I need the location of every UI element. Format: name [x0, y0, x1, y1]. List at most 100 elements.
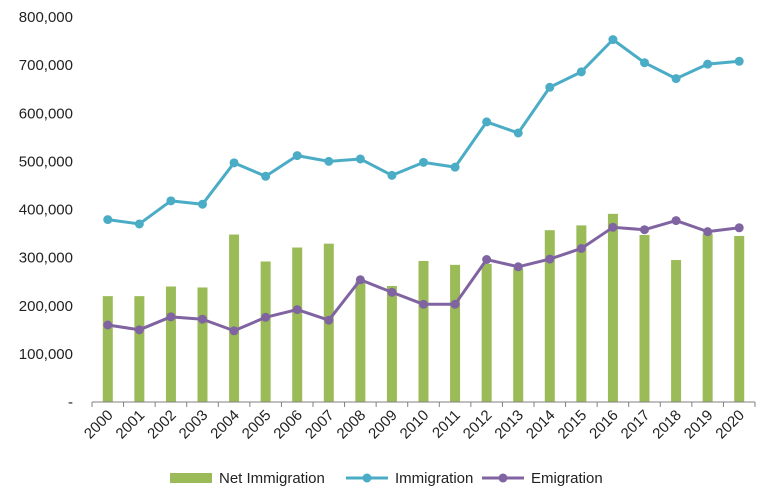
point-immigration-2006: [292, 151, 302, 161]
bar-net-immigration-2003: [197, 287, 208, 402]
point-emigration-2014: [545, 254, 555, 264]
y-tick-label: 200,000: [19, 298, 73, 315]
legend-label-net-immigration: Net Immigration: [219, 470, 325, 487]
bar-net-immigration-2016: [607, 213, 618, 402]
x-tick-label: 2007: [302, 407, 338, 443]
point-immigration-2009: [387, 170, 397, 180]
point-emigration-2020: [734, 223, 744, 233]
x-tick-label: 2002: [144, 407, 180, 443]
legend-swatch-net-immigration: [170, 473, 212, 483]
x-tick-label: 2016: [586, 407, 622, 443]
bar-net-immigration-2009: [386, 286, 397, 402]
x-tick-label: 2004: [207, 407, 243, 443]
bar-net-immigration-2006: [292, 247, 303, 402]
point-emigration-2017: [640, 225, 649, 235]
bar-net-immigration-2001: [134, 296, 145, 402]
point-immigration-2013: [513, 128, 523, 138]
legend: Net Immigration Immigration Emigration: [170, 470, 603, 487]
bar-net-immigration-2005: [260, 261, 271, 402]
point-emigration-2009: [387, 287, 397, 297]
point-immigration-2004: [229, 158, 239, 168]
point-immigration-2002: [166, 196, 176, 206]
x-tick-label: 2020: [712, 407, 748, 443]
point-immigration-2003: [198, 199, 207, 209]
point-immigration-2005: [261, 171, 271, 181]
y-tick-label: -: [68, 394, 73, 411]
point-emigration-2005: [261, 312, 271, 322]
x-tick-label: 2006: [270, 407, 306, 443]
x-tick-label: 2003: [176, 407, 212, 443]
point-immigration-2011: [450, 162, 460, 172]
x-tick-label: 2000: [81, 407, 117, 443]
bar-net-immigration-2013: [513, 268, 524, 402]
point-immigration-2019: [703, 59, 713, 69]
point-emigration-2003: [198, 314, 207, 324]
x-tick-label: 2009: [365, 407, 401, 443]
x-tick-label: 2017: [618, 407, 654, 443]
bar-net-immigration-2019: [702, 233, 713, 402]
x-tick-label: 2001: [113, 407, 149, 443]
point-immigration-2007: [324, 156, 334, 166]
point-immigration-2010: [419, 157, 428, 167]
x-tick-label: 2010: [397, 407, 433, 443]
x-tick-label: 2018: [649, 407, 685, 443]
point-immigration-2017: [640, 58, 649, 68]
point-immigration-2016: [608, 35, 618, 45]
x-tick-label: 2011: [429, 407, 464, 442]
point-emigration-2016: [608, 222, 618, 232]
point-emigration-2012: [482, 255, 492, 265]
x-tick-label: 2019: [681, 407, 717, 443]
legend-label-immigration: Immigration: [395, 470, 473, 487]
point-immigration-2001: [134, 219, 144, 229]
point-immigration-2020: [734, 56, 744, 66]
legend-swatch-immigration-marker: [362, 473, 372, 483]
point-immigration-2000: [103, 215, 113, 225]
point-immigration-2014: [545, 82, 555, 92]
bar-net-immigration-2010: [418, 260, 429, 402]
bar-net-immigration-2002: [165, 286, 176, 402]
point-emigration-2006: [292, 305, 302, 315]
bar-net-immigration-2018: [671, 260, 682, 402]
y-tick-label: 300,000: [19, 250, 73, 267]
y-axis: - 100,000 200,000 300,000 400,000 500,000 600,…: [19, 9, 73, 411]
bar-net-immigration-2004: [229, 234, 240, 402]
legend-label-emigration: Emigration: [531, 470, 603, 487]
point-emigration-2015: [576, 243, 586, 253]
point-immigration-2018: [671, 74, 681, 84]
x-axis: 2000200120022003200420052006200720082009…: [81, 401, 756, 443]
y-tick-label: 400,000: [19, 202, 73, 219]
x-tick-label: 2014: [523, 407, 559, 443]
point-emigration-2019: [703, 227, 713, 237]
point-emigration-2008: [355, 275, 365, 285]
y-tick-label: 600,000: [19, 105, 73, 122]
legend-swatch-emigration-marker: [498, 473, 508, 483]
point-emigration-2002: [166, 312, 176, 322]
y-tick-label: 500,000: [19, 153, 73, 170]
point-emigration-2001: [134, 325, 144, 335]
point-emigration-2004: [229, 326, 239, 336]
x-tick-label: 2005: [239, 407, 275, 443]
point-emigration-2007: [324, 315, 334, 325]
line-immigration: [107, 38, 740, 226]
point-immigration-2015: [576, 67, 586, 77]
bar-net-immigration-2000: [102, 296, 113, 402]
bar-net-immigration-2011: [450, 264, 461, 402]
line-series: [103, 35, 744, 336]
y-tick-label: 800,000: [19, 9, 73, 26]
x-tick-label: 2013: [491, 407, 527, 443]
point-immigration-2008: [355, 154, 365, 164]
bar-net-immigration-2015: [576, 225, 587, 402]
y-tick-label: 700,000: [19, 57, 73, 74]
point-emigration-2013: [513, 262, 523, 272]
x-tick-label: 2015: [555, 407, 591, 443]
bar-net-immigration-2014: [544, 230, 555, 402]
y-tick-label: 100,000: [19, 346, 73, 363]
point-emigration-2000: [103, 320, 113, 330]
bar-net-immigration-2008: [355, 281, 366, 402]
x-tick-label: 2008: [334, 407, 370, 443]
x-tick-label: 2012: [460, 407, 496, 443]
point-immigration-2012: [482, 117, 492, 127]
bar-net-immigration-2017: [639, 235, 650, 402]
point-emigration-2018: [671, 216, 681, 226]
